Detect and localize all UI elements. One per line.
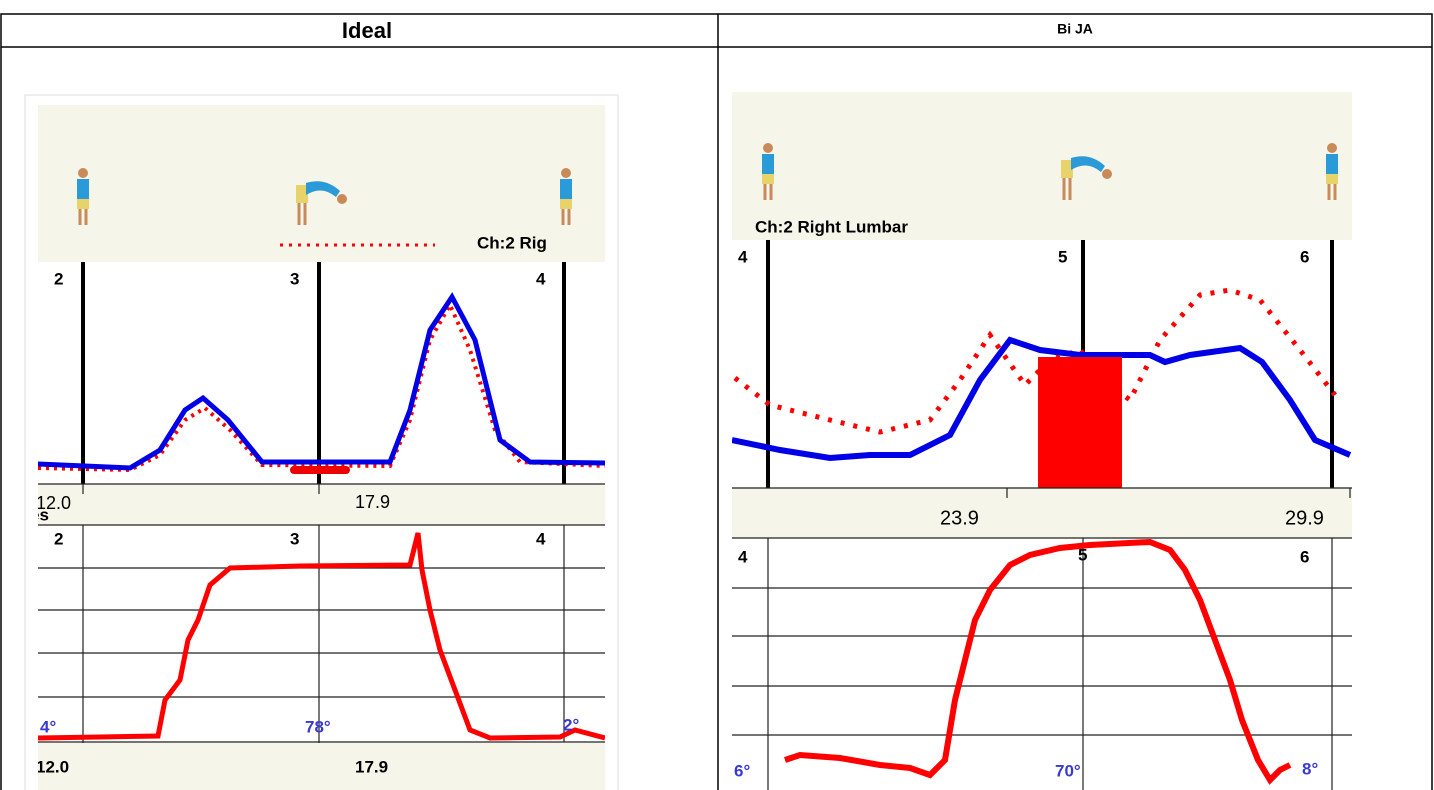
- angle-label: 78°: [305, 717, 331, 736]
- angle-label: 70°: [1055, 761, 1081, 780]
- document: Ideal Bi JA Ch:2 Rig 2 3 4 12.0 17.9 es: [0, 0, 1434, 790]
- marker-label: 6: [1300, 547, 1309, 566]
- marker-label: 3: [290, 529, 299, 548]
- time-label: 17.9: [355, 757, 388, 776]
- marker-label: 5: [1058, 247, 1067, 266]
- marker-label: 3: [290, 269, 299, 288]
- marker-label: 2: [54, 529, 63, 548]
- header: Ideal: [342, 18, 392, 43]
- time-label: 17.9: [355, 492, 390, 512]
- angle-curve: [785, 542, 1290, 780]
- marker-label: 4: [738, 247, 748, 266]
- marker-label: 6: [1300, 247, 1309, 266]
- angle-label: 4°: [40, 717, 56, 736]
- time-label: 29.9: [1285, 507, 1324, 529]
- angle-label: 6°: [734, 761, 750, 780]
- reference-curve: [735, 290, 1335, 432]
- marker-label: 4: [738, 547, 748, 566]
- time-label: 12.0: [36, 757, 69, 776]
- event-mark: [290, 466, 350, 474]
- marker-label: 4: [536, 529, 546, 548]
- event-mark: [1038, 357, 1122, 488]
- page: {"table": { "headers": ["Ideal", "Bi JA"…: [0, 0, 1434, 790]
- angle-label: 2°: [563, 715, 579, 734]
- channel-label: Ch:2 Right Lumbar: [755, 217, 908, 236]
- marker-label: 4: [536, 269, 546, 288]
- header: Bi JA: [1057, 21, 1093, 37]
- marker-label: 2: [54, 269, 63, 288]
- right-panel: Ch:2 Right Lumbar 4 5 6 23.9 29.9 4 5 6 …: [732, 92, 1366, 790]
- channel-label: Ch:2 Rig: [477, 233, 547, 252]
- angle-label: 8°: [1302, 759, 1318, 778]
- time-label: 23.9: [940, 507, 979, 529]
